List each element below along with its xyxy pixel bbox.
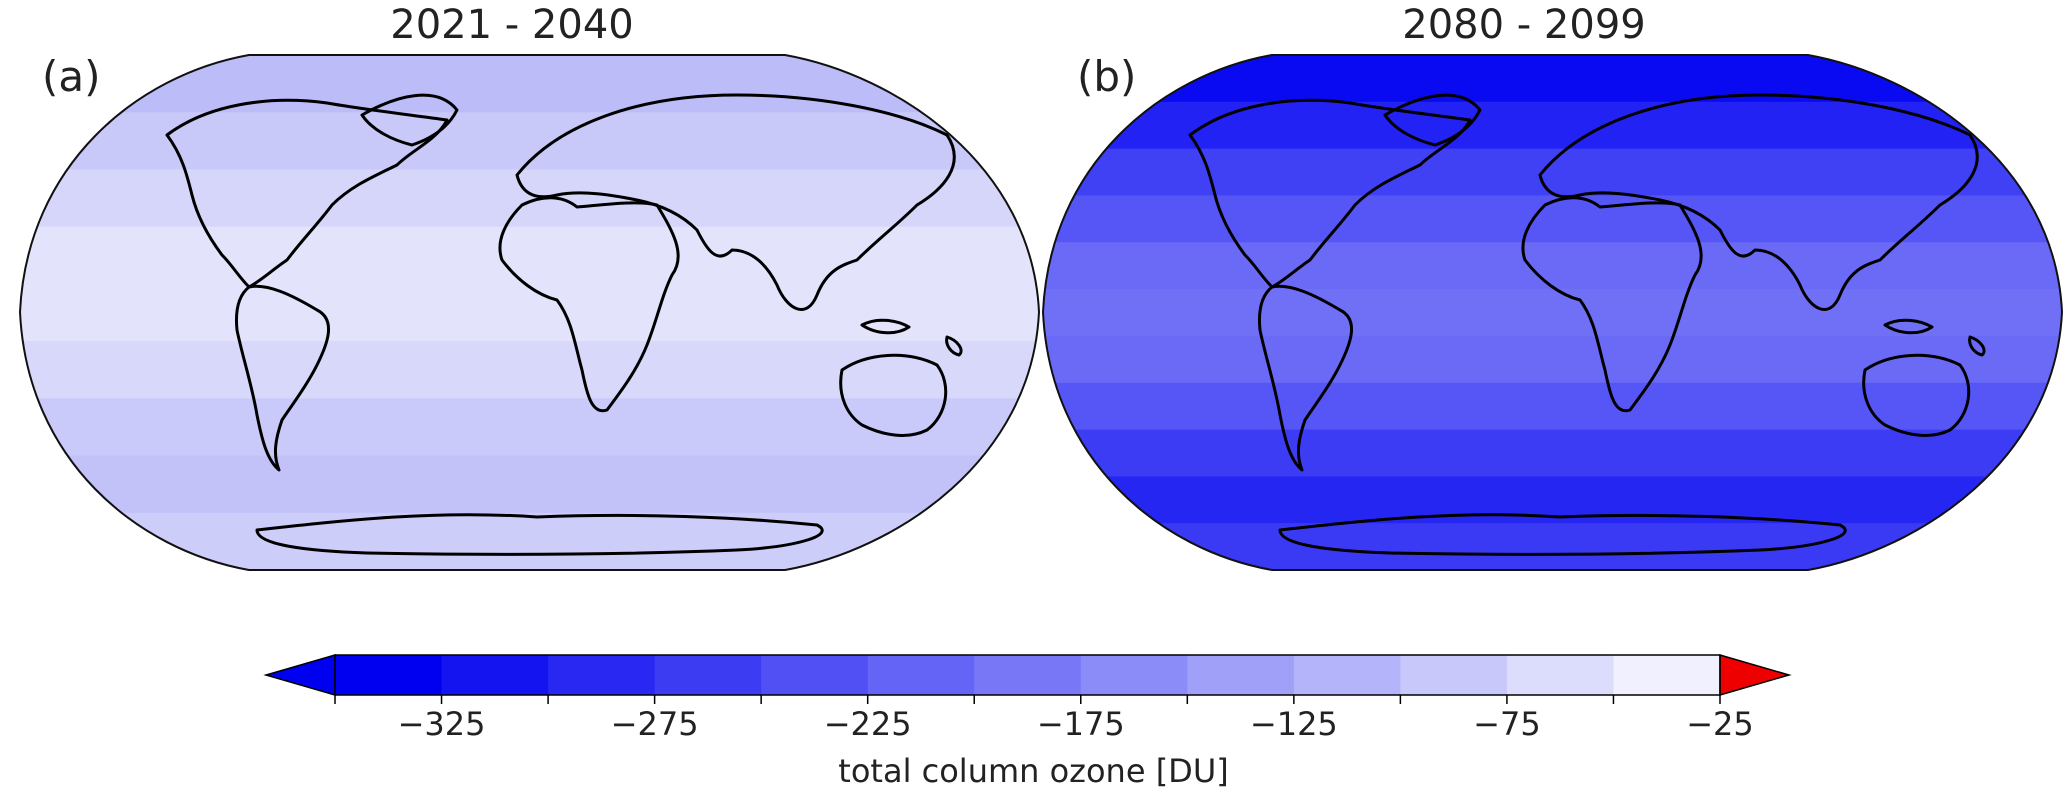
ozone-band <box>20 55 1039 114</box>
ozone-band <box>1043 242 2062 291</box>
ozone-band <box>1043 289 2062 337</box>
ozone-band <box>1043 429 2062 478</box>
coastline <box>165 98 449 289</box>
map-panel-b <box>1041 54 2064 571</box>
colorbar-tick-label: −25 <box>1686 705 1754 743</box>
ozone-band <box>1043 335 2062 384</box>
coastline <box>1862 353 1971 437</box>
colorbar-tick-label: −125 <box>1250 705 1338 743</box>
colorbar-tick-label: −75 <box>1473 705 1541 743</box>
ozone-band <box>20 283 1039 343</box>
panel-b-letter: (b) <box>1077 52 1137 101</box>
ozone-band <box>20 455 1039 514</box>
colorbar-segment <box>1506 655 1615 695</box>
coastline <box>1278 513 1847 556</box>
coastline <box>945 335 963 357</box>
colorbar-tick-label: −225 <box>824 705 912 743</box>
map-panel-a <box>18 54 1041 571</box>
coastline <box>498 196 680 413</box>
colorbar-over-triangle <box>1719 654 1792 696</box>
colorbar-segment <box>548 655 656 695</box>
ozone-band <box>1043 148 2062 197</box>
ozone-band <box>20 512 1039 570</box>
ozone-band <box>1043 382 2062 431</box>
coastline <box>839 353 948 437</box>
colorbar-segment <box>441 655 549 695</box>
panel-b-title: 2080 - 2099 <box>1402 2 1646 48</box>
colorbar: −325 −275 −225 −175 −125 −75 −25 <box>263 654 1792 743</box>
colorbar-under-triangle <box>263 654 336 696</box>
colorbar-segment <box>1080 655 1188 695</box>
map-outline <box>1041 54 2064 571</box>
ozone-band <box>1043 523 2062 570</box>
colorbar-segment <box>867 655 975 695</box>
coastline <box>235 284 331 472</box>
colorbar-segment <box>974 655 1082 695</box>
colorbar-frame <box>334 654 1721 696</box>
colorbar-segment <box>1400 655 1508 695</box>
ozone-band <box>20 169 1039 228</box>
ozone-band <box>20 226 1039 285</box>
ozone-band <box>1043 195 2062 244</box>
panel-a-letter: (a) <box>42 52 101 101</box>
coastline <box>1188 98 1472 289</box>
colorbar-segment <box>761 655 869 695</box>
panel-a-title: 2021 - 2040 <box>390 2 634 48</box>
colorbar-segment <box>654 655 762 695</box>
coastline <box>1883 318 1934 335</box>
colorbar-segment <box>1613 655 1721 695</box>
ozone-band <box>20 341 1039 400</box>
coastline <box>1521 196 1703 413</box>
coastline <box>1538 93 1979 311</box>
colorbar-tick-label: −275 <box>611 705 699 743</box>
ozone-band <box>1043 55 2062 103</box>
coastline <box>1258 284 1354 472</box>
colorbar-tick-label: −325 <box>398 705 486 743</box>
ozone-band <box>20 398 1039 457</box>
map-outline <box>18 54 1041 571</box>
colorbar-segment <box>1293 655 1401 695</box>
coastline <box>860 318 911 335</box>
coastline <box>515 93 956 311</box>
coastline <box>1968 335 1986 357</box>
colorbar-label: total column ozone [DU] <box>838 752 1229 790</box>
colorbar-segment <box>335 655 443 695</box>
colorbar-segment <box>1187 655 1295 695</box>
coastline <box>1383 93 1482 147</box>
coastline <box>255 513 824 556</box>
coastline <box>360 93 459 147</box>
colorbar-tick-label: −175 <box>1037 705 1125 743</box>
